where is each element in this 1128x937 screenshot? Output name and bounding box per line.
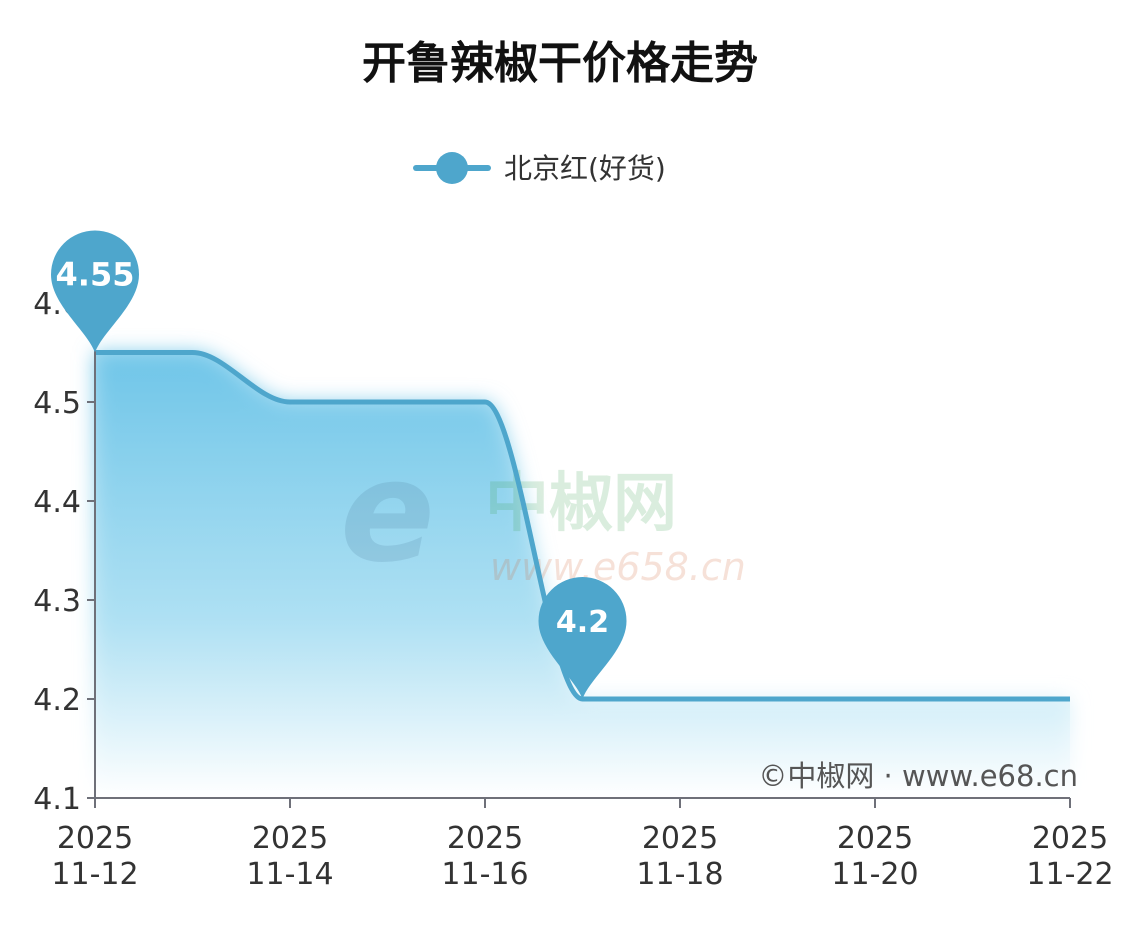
pins: 4.55 4.2 (51, 230, 627, 699)
x-tick-label-year: 2025 (252, 821, 328, 856)
x-tick-label-year: 2025 (642, 821, 718, 856)
watermark-url: www.e658.cn (490, 545, 746, 589)
x-tick-label-date: 11-12 (51, 857, 138, 892)
x-tick-label-date: 11-20 (831, 857, 918, 892)
pin-label: 4.55 (56, 256, 135, 294)
x-tick-label-year: 2025 (1032, 821, 1108, 856)
x-tick-label-date: 11-18 (636, 857, 723, 892)
y-tick-label: 4.2 (33, 683, 81, 718)
y-tick-label: 4.1 (33, 782, 81, 817)
x-tick-label-year: 2025 (447, 821, 523, 856)
watermark-logo-e: e (340, 431, 435, 594)
legend[interactable]: 北京红(好货) (413, 152, 666, 185)
pin-label: 4.2 (556, 605, 609, 640)
y-tick-label: 4.4 (33, 485, 81, 520)
x-tick-label-date: 11-22 (1026, 857, 1113, 892)
credit: ©中椒网 · www.e68.cn (758, 759, 1078, 793)
x-tick-label-date: 11-16 (441, 857, 528, 892)
legend-label: 北京红(好货) (504, 152, 666, 185)
area-fill (95, 352, 1070, 798)
area-fill-group (95, 352, 1070, 798)
y-tick-label: 4.5 (33, 386, 81, 421)
x-tick-label-date: 11-14 (246, 857, 333, 892)
watermark: e 中椒网 www.e658.cn (340, 431, 746, 594)
x-tick-label-year: 2025 (57, 821, 133, 856)
x-tick-label-year: 2025 (837, 821, 913, 856)
legend-marker (436, 152, 468, 184)
chart-title: 开鲁辣椒干价格走势 (362, 38, 758, 89)
axes: 4.14.24.34.44.54.6202511-12202511-142025… (33, 287, 1113, 892)
y-tick-label: 4.3 (33, 584, 81, 619)
pin-marker (538, 577, 627, 699)
pin-marker (51, 230, 139, 353)
watermark-name: 中椒网 (485, 467, 677, 541)
